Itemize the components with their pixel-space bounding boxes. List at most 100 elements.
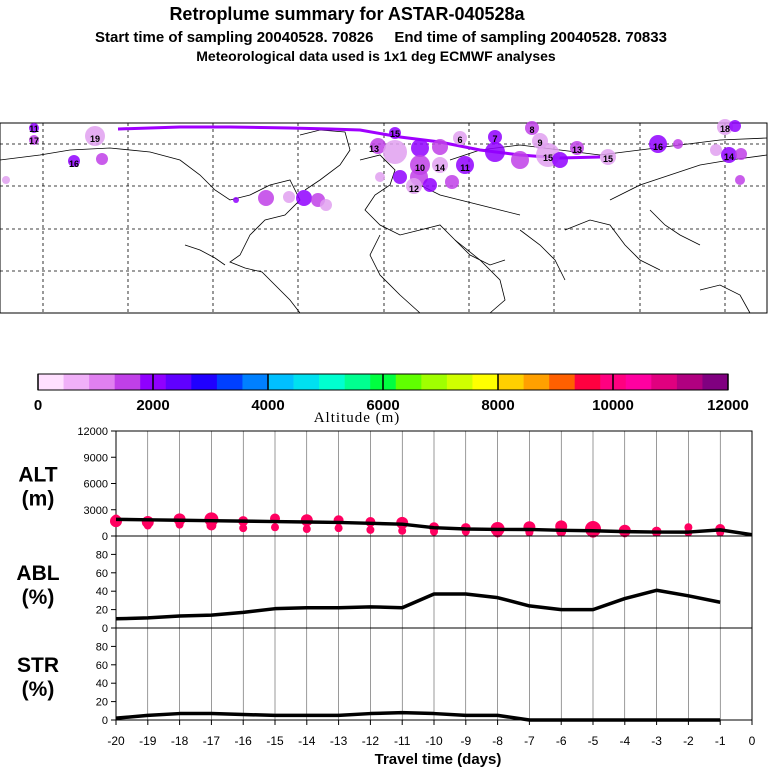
y-tick-label: 0 [102, 531, 108, 543]
map-cluster-marker [570, 141, 584, 155]
colorbar-tick-label: 2000 [136, 397, 169, 414]
colorbar-swatch [216, 374, 243, 390]
panel-label: ABL [16, 562, 59, 585]
map-cluster-label: 10 [415, 163, 425, 173]
map-cluster-marker [283, 191, 295, 203]
cluster-point [143, 521, 152, 530]
map-cluster-marker [552, 152, 568, 168]
cluster-point [175, 520, 184, 529]
meteorology-note: Meteorological data used is 1x1 deg ECMW… [196, 48, 556, 64]
panel-label: STR [17, 654, 59, 677]
y-tick-label: 40 [96, 678, 108, 690]
cluster-point [206, 520, 217, 531]
colorbar-tick-label: 8000 [481, 397, 514, 414]
x-tick-label: -6 [556, 734, 567, 748]
map-cluster-marker [375, 172, 385, 182]
cluster-point [239, 524, 248, 533]
map-cluster-marker [735, 175, 745, 185]
x-tick-label: -8 [492, 734, 503, 748]
map-cluster-marker [96, 153, 108, 165]
y-tick-label: 3000 [84, 505, 108, 517]
panel-unit: (%) [22, 678, 55, 701]
map-cluster-label: 12 [409, 184, 419, 194]
colorbar-tick-label: 10000 [592, 397, 634, 414]
x-tick-label: -13 [330, 734, 348, 748]
colorbar-tick-label: 12000 [707, 397, 749, 414]
series-line-alt [115, 517, 753, 537]
x-tick-label: -7 [524, 734, 535, 748]
x-tick-label: -17 [203, 734, 221, 748]
map-cluster-marker [445, 175, 459, 189]
x-tick-label: -9 [460, 734, 471, 748]
x-tick-label: -11 [394, 734, 411, 748]
colorbar-swatch [319, 374, 345, 390]
map-cluster-marker [717, 119, 733, 135]
x-tick-label: -16 [235, 734, 253, 748]
map-cluster-marker [432, 157, 448, 173]
panel-label: ALT [18, 464, 57, 487]
map-cluster-label: 17 [29, 136, 39, 146]
panel-unit: (%) [22, 586, 55, 609]
colorbar-tick-label: 0 [34, 397, 42, 414]
map-cluster-label: 15 [543, 153, 553, 163]
map-cluster-label: 6 [457, 135, 462, 145]
y-tick-label: 0 [102, 715, 108, 727]
series-line-abl [115, 588, 721, 621]
map-cluster-label: 13 [572, 145, 582, 155]
panel-str: 0 20 40 60 80 STR(%) [17, 627, 753, 727]
map-cluster-label: 7 [492, 134, 497, 144]
cluster-point [334, 524, 343, 533]
colorbar-swatch [472, 374, 499, 390]
y-tick-label: 80 [96, 641, 108, 653]
map-cluster-marker [453, 131, 467, 145]
map-cluster-marker [673, 139, 683, 149]
x-tick-label: -1 [715, 734, 726, 748]
y-tick-label: 60 [96, 568, 108, 580]
y-tick-label: 80 [96, 549, 108, 561]
x-tick-label: -19 [139, 734, 157, 748]
map-cluster-marker [735, 148, 747, 160]
map-cluster-label: 15 [603, 154, 613, 164]
figure-title: Retroplume summary for ASTAR-040528a [169, 4, 525, 24]
map-cluster-marker [393, 170, 407, 184]
y-tick-label: 20 [96, 605, 108, 617]
colorbar-label: Altitude (m) [314, 410, 401, 426]
colorbar-swatch [242, 374, 269, 390]
cluster-point [302, 525, 311, 533]
colorbar-swatch [651, 374, 678, 390]
colorbar-swatch [498, 374, 524, 390]
map-cluster-marker [296, 190, 312, 206]
x-axis-title: Travel time (days) [375, 751, 502, 768]
cluster-point [271, 523, 279, 532]
colorbar-swatch [421, 374, 448, 390]
map-cluster-marker [29, 135, 39, 145]
colorbar-tick-label: 4000 [251, 397, 284, 414]
map-cluster-marker [68, 155, 80, 167]
map-cluster-label: 13 [369, 144, 379, 154]
colorbar-swatch [268, 374, 294, 390]
colorbar-swatch [702, 374, 729, 390]
map-cluster-marker [383, 140, 407, 164]
map-cluster-label: 14 [435, 163, 445, 173]
x-tick-label: -18 [171, 734, 189, 748]
x-axis: -20 -19 -18 -17 -16 -15 -14 -13 -12 -11 -10 -9 -8 -7-… [107, 720, 756, 748]
colorbar-swatch [523, 374, 550, 390]
map-cluster-label: 11 [29, 124, 39, 134]
colorbar-swatch [89, 374, 115, 390]
y-tick-label: 6000 [84, 479, 108, 491]
panel-alt: 0 3000 6000 9000 12000 ALT(m) [18, 426, 753, 543]
map-cluster-marker [370, 138, 386, 154]
map-cluster-label: 18 [720, 124, 730, 134]
colorbar-swatch [574, 374, 601, 390]
map-cluster-marker [2, 176, 10, 184]
colorbar-swatch [165, 374, 192, 390]
colorbar-swatch [63, 374, 90, 390]
colorbar-swatch [676, 374, 703, 390]
map-cluster-marker [649, 135, 667, 153]
map-cluster-marker [406, 178, 422, 194]
x-tick-label: -15 [266, 734, 284, 748]
map-cluster-marker [320, 199, 332, 211]
x-tick-label: -14 [298, 734, 316, 748]
y-tick-label: 12000 [77, 426, 108, 438]
x-tick-label: -4 [619, 734, 630, 748]
